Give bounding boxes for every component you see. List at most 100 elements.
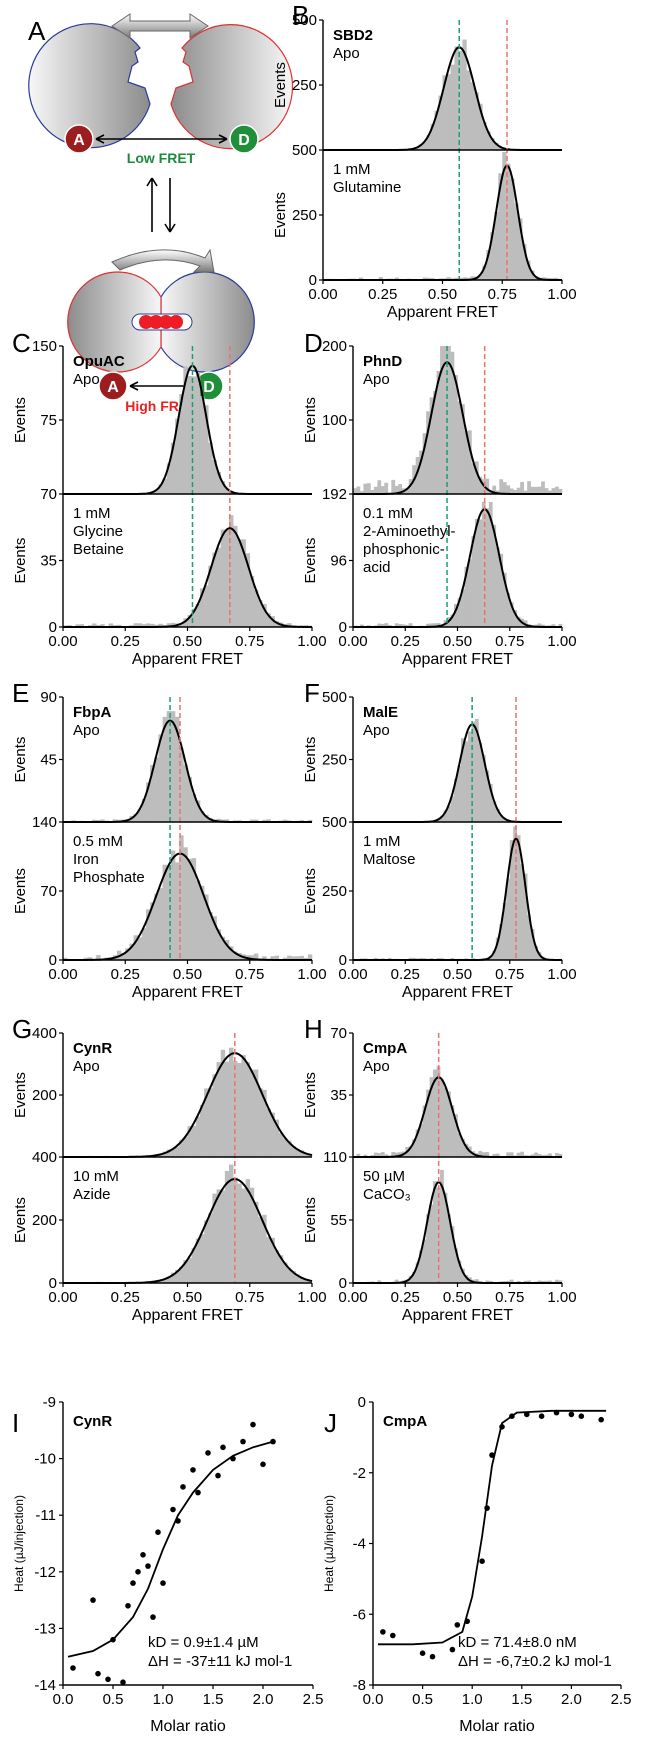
histogram-bar [440,1169,444,1283]
panel-letter-c: C [12,328,31,358]
histogram-bar [492,524,497,627]
histogram-bar [241,539,246,627]
histogram-bar [478,742,483,822]
histogram-bar [162,1151,168,1157]
protein-name: MalE [363,704,398,721]
histogram-bar [513,490,518,494]
data-point [150,1614,156,1620]
y-tick-label: 0 [49,1275,57,1292]
condition-label: 1 mM [363,833,401,850]
histogram-bar [450,614,455,627]
histogram-bar [433,1069,437,1157]
histogram-bar [170,1148,176,1157]
histogram-bar [436,370,441,494]
histogram-bar [495,937,500,960]
histogram-bar [224,1061,230,1157]
histogram-bar [464,1275,469,1283]
data-point [260,1461,266,1468]
histogram-bar [464,566,469,627]
histogram-bar [426,1089,430,1157]
y-tick-label: 200 [32,1087,57,1104]
equilibrium-arrows [146,177,176,233]
y-axis-label: Events [302,397,319,443]
panel-letter-d: D [304,328,323,358]
histogram-bar [287,623,292,627]
acceptor-label-open: A [73,132,85,149]
histogram-bar [513,826,518,960]
histogram-bar [175,716,180,822]
data-point [499,1424,505,1430]
histogram-bar [485,1280,490,1283]
histogram-bar [199,1105,205,1157]
histogram-bar [233,525,238,627]
histogram-bar [146,909,151,960]
histogram-bar [274,1250,280,1283]
histogram-bar [457,401,462,494]
histogram-bar [166,865,172,960]
data-point [170,1506,176,1513]
x-axis-label: Apparent FRET [387,304,498,321]
histogram-bar [502,151,507,280]
y-tick-label: 0 [339,619,347,636]
open-domain-left [28,23,151,149]
data-point [90,1597,96,1603]
histogram-bar [353,488,357,494]
x-tick-label: 0.25 [111,966,140,983]
histogram-bar [405,624,410,627]
histogram-bar [363,483,368,494]
histogram-bar [509,602,514,627]
x-tick-label: 0.75 [235,633,264,650]
histogram-bar [278,1132,284,1157]
histogram-bar [474,518,479,627]
histogram-bar [433,391,437,494]
histogram-bar [509,488,514,494]
histogram-bar [499,479,504,494]
data-point [130,1580,136,1586]
histogram-bar [154,489,159,494]
histogram-bar [237,1063,242,1157]
histogram-bar [548,1153,552,1157]
histogram-bar [499,553,504,627]
histogram-bar [377,623,382,627]
histogram-bar [183,1136,188,1157]
histogram-bar [419,1123,423,1157]
histogram-bar [516,1280,521,1283]
histogram-bar [233,1177,238,1283]
y-axis-label: Events [12,1197,29,1243]
histogram-bar [195,372,201,494]
histogram-bar [191,793,197,822]
histogram-bar [516,1152,521,1157]
histogram-bar [233,951,238,960]
histogram-bar [384,623,389,627]
histogram-bar [454,1114,458,1157]
data-point [449,1646,456,1653]
histogram-bar [401,624,406,627]
histogram-bar [462,277,467,280]
histogram-bar [384,482,389,494]
histogram-bar [100,624,105,627]
data-point [105,1676,111,1683]
histogram-bar [373,957,378,960]
histogram-bar [199,885,205,960]
histogram-bar [208,912,213,960]
histogram-bar [258,1217,263,1283]
histogram-bar [457,598,462,627]
histogram-bar [485,1152,490,1157]
y-tick-label: 110 [323,1149,347,1166]
histogram-bar [474,461,479,494]
y-tick-label: 90 [40,689,57,706]
histogram-bar [270,956,275,960]
histogram-bar [220,529,226,627]
histogram-bar [457,1260,462,1283]
panel-letter-f: F [304,678,320,708]
histogram-bar [262,1214,267,1283]
histogram-bar [170,850,176,960]
x-tick-label: 0.50 [173,633,202,650]
histogram-bar [116,624,122,627]
histogram-bar [166,1276,172,1283]
histogram-bar [253,590,259,627]
histogram-bar [446,277,451,280]
histogram-bar [499,815,504,822]
histogram-bar [510,178,515,280]
